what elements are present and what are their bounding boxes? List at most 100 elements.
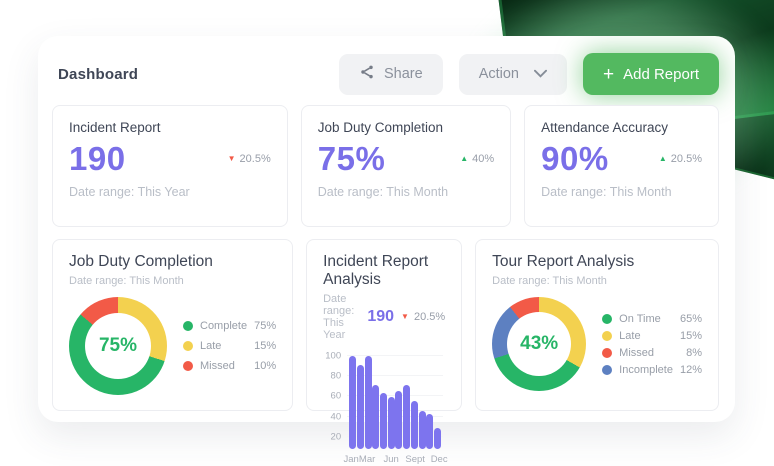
chart-card-job-duty-completion: Job Duty Completion Date range: This Mon…: [52, 239, 294, 411]
stat-card-attendance-accuracy: Attendance Accuracy 90% ▲ 20.5% Date ran…: [524, 105, 719, 227]
delta-indicator: ▼ 20.5%: [228, 153, 271, 165]
legend-item: Late 15%: [183, 340, 276, 352]
legend-item: Complete 75%: [183, 320, 276, 332]
share-button-label: Share: [383, 66, 423, 82]
legend-label: Incomplete: [619, 363, 673, 376]
add-report-button[interactable]: + Add Report: [583, 53, 719, 95]
legend-dot: [183, 341, 193, 351]
delta-value: 20.5%: [670, 153, 702, 165]
bar[interactable]: [387, 397, 395, 449]
share-icon: [359, 64, 375, 84]
delta-value: 20.5%: [413, 311, 446, 323]
x-axis-tick-label: Jun: [383, 454, 399, 465]
x-axis-tick-label: Sept: [405, 454, 425, 465]
y-axis-tick-label: 20: [330, 431, 342, 443]
stat-card-title: Attendance Accuracy: [541, 120, 668, 135]
add-report-button-label: Add Report: [623, 65, 699, 83]
bar-chart-y-axis: 100 80 60 40 20: [323, 351, 343, 449]
legend-item: Late 15%: [602, 330, 702, 342]
share-button[interactable]: Share: [338, 53, 443, 95]
stat-value: 90%: [541, 140, 609, 177]
y-axis-tick-label: 60: [330, 390, 342, 402]
chart-headline: 190 ▼ 20.5%: [367, 308, 445, 326]
gridline: [347, 435, 444, 437]
date-range-label: Date range: This Year: [69, 185, 190, 199]
bar[interactable]: [356, 365, 364, 449]
delta-indicator: ▲ 40%: [460, 153, 494, 165]
date-range-label: Date range: This Month: [492, 275, 607, 287]
x-axis-tick-label: Mar: [358, 454, 376, 465]
legend-value: 65%: [679, 312, 702, 325]
legend-value: 15%: [679, 329, 702, 342]
chart-card-title: Tour Report Analysis: [492, 253, 635, 270]
chart-cards-row: Job Duty Completion Date range: This Mon…: [38, 239, 735, 465]
legend-value: 10%: [254, 360, 277, 372]
y-axis-tick-label: 80: [330, 370, 342, 382]
delta-triangle-icon: ▼: [401, 312, 409, 321]
headline-value: 190: [367, 308, 395, 325]
chart-legend: Complete 75% Late 15% Missed 10%: [183, 312, 276, 380]
donut-chart[interactable]: 75%: [69, 297, 167, 395]
chart-card-incident-report-analysis: Incident Report Analysis Date range: Thi…: [306, 239, 463, 465]
bar[interactable]: [349, 356, 357, 449]
bar[interactable]: [403, 385, 411, 449]
gridline: [347, 375, 444, 377]
legend-item: Missed 10%: [183, 360, 276, 372]
y-axis-tick-label: 100: [325, 350, 342, 362]
bar[interactable]: [395, 391, 403, 449]
legend-dot: [183, 361, 193, 371]
legend-dot: [602, 330, 613, 341]
stat-cards-row: Incident Report 190 ▼ 20.5% Date range: …: [38, 105, 735, 227]
x-axis-tick-label: Dec: [430, 454, 448, 465]
legend-dot: [602, 364, 613, 375]
y-axis-tick-label: 40: [330, 411, 342, 423]
dashboard-panel: Dashboard Share Action: [38, 36, 735, 465]
header-actions: Share Action + Add Report: [338, 53, 719, 95]
donut-hole: 75%: [85, 313, 151, 379]
chart-card-tour-report-analysis: Tour Report Analysis Date range: This Mo…: [475, 239, 719, 411]
legend-dot: [183, 321, 193, 331]
stat-card-job-duty-completion: Job Duty Completion 75% ▲ 40% Date range…: [300, 105, 512, 227]
donut-hole: 43%: [507, 312, 572, 376]
action-button-label: Action: [478, 66, 519, 82]
donut-chart[interactable]: 43%: [492, 297, 587, 391]
gridline: [347, 395, 444, 397]
legend-value: 75%: [254, 320, 277, 332]
stat-card-incident-report: Incident Report 190 ▼ 20.5% Date range: …: [52, 105, 288, 227]
legend-item: Missed 8%: [602, 347, 702, 359]
legend-label: Missed: [200, 360, 235, 372]
delta-triangle-icon: ▲: [658, 154, 667, 163]
plus-icon: +: [603, 63, 615, 85]
chart-legend: On Time 65% Late 15% Missed 8% Incomplete 12%: [602, 308, 702, 381]
bar[interactable]: [372, 385, 380, 449]
bar[interactable]: [418, 410, 426, 449]
delta-triangle-icon: ▲: [460, 154, 469, 163]
stat-card-title: Incident Report: [69, 120, 161, 135]
legend-label: Complete: [200, 320, 248, 332]
stat-value: 190: [69, 140, 126, 177]
bar[interactable]: [426, 413, 434, 449]
bar[interactable]: [410, 400, 418, 449]
gridline: [347, 355, 444, 357]
bar-chart-x-axis: Jan Mar Jun Sept Dec: [343, 452, 447, 465]
x-axis-tick-label: Jan: [343, 454, 359, 465]
bar-series: [347, 351, 443, 449]
chevron-down-icon: [534, 66, 547, 82]
bar-chart[interactable]: 100 80 60 40 20 Jan Mar Jun Sept Dec: [323, 349, 447, 465]
date-range-label: Date range: This Month: [541, 185, 672, 199]
date-range-label: Date range: This Year: [323, 293, 355, 341]
action-dropdown-button[interactable]: Action: [458, 53, 567, 95]
legend-label: Late: [619, 329, 641, 342]
date-range-label: Date range: This Month: [317, 185, 449, 199]
gridline: [347, 415, 444, 417]
stat-value: 75%: [317, 140, 386, 177]
legend-value: 12%: [679, 363, 702, 376]
bar[interactable]: [379, 393, 387, 449]
legend-label: Late: [200, 340, 222, 352]
bar[interactable]: [364, 356, 372, 449]
bar[interactable]: [434, 427, 442, 449]
legend-item: Incomplete 12%: [602, 364, 702, 376]
delta-indicator: ▲ 20.5%: [659, 153, 702, 165]
bar-chart-plot: [347, 351, 444, 449]
